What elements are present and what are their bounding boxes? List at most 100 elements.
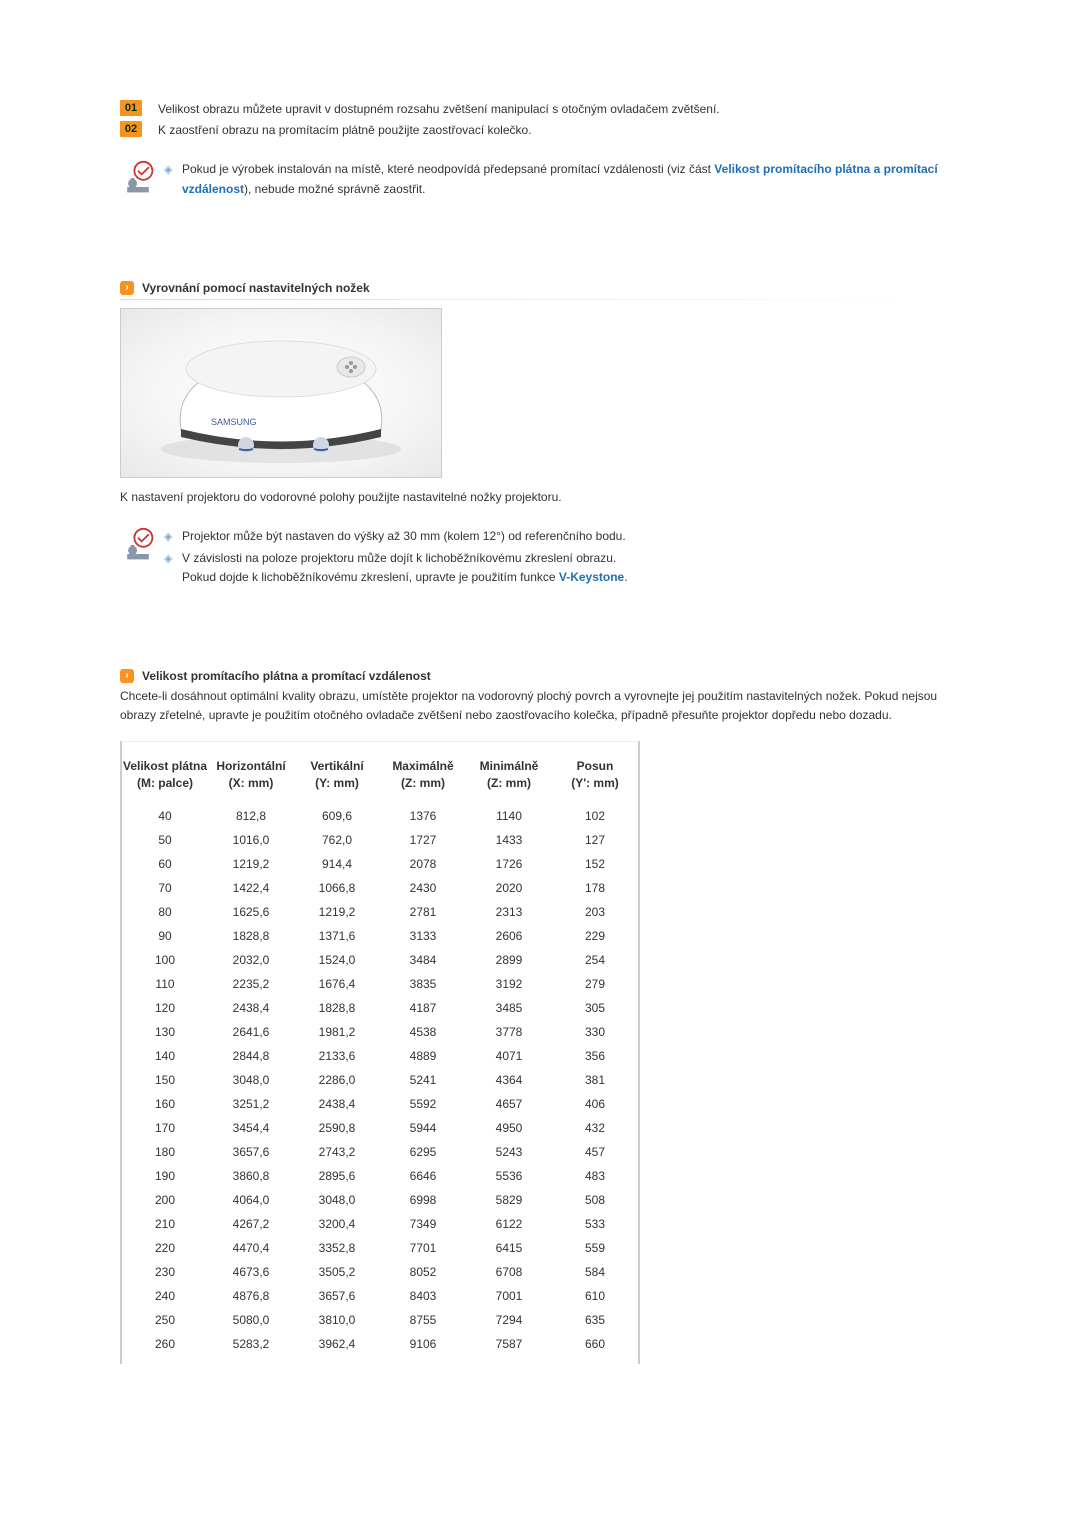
table-row: 2004064,03048,069985829508	[122, 1188, 638, 1212]
table-cell: 50	[122, 828, 208, 852]
table-cell: 2641,6	[208, 1020, 294, 1044]
note1-text: Pokud je výrobek instalován na místě, kt…	[182, 160, 960, 198]
table-cell: 4673,6	[208, 1260, 294, 1284]
table-row: 1302641,61981,245383778330	[122, 1020, 638, 1044]
table-cell: 2430	[380, 876, 466, 900]
table-cell: 260	[122, 1332, 208, 1356]
table-cell: 6646	[380, 1164, 466, 1188]
table-cell: 210	[122, 1212, 208, 1236]
table-cell: 1066,8	[294, 876, 380, 900]
note2-l2b-pre: Pokud dojde k lichoběžníkovému zkreslení…	[182, 570, 559, 584]
table-cell: 230	[122, 1260, 208, 1284]
table-cell: 2844,8	[208, 1044, 294, 1068]
diamond-bullet-icon: ◈	[164, 529, 174, 547]
table-cell: 2590,8	[294, 1116, 380, 1140]
num-badge-icon: 02	[120, 121, 142, 137]
table-cell: 3454,4	[208, 1116, 294, 1140]
table-cell: 4071	[466, 1044, 552, 1068]
table-cell: 609,6	[294, 804, 380, 828]
table-row: 40812,8609,613761140102	[122, 804, 638, 828]
table-cell: 381	[552, 1068, 638, 1092]
table-cell: 7587	[466, 1332, 552, 1356]
table-cell: 8755	[380, 1308, 466, 1332]
table-cell: 4876,8	[208, 1284, 294, 1308]
document-page: 01Velikost obrazu můžete upravit v dostu…	[0, 0, 1080, 1424]
table-body: 40812,8609,613761140102501016,0762,01727…	[122, 804, 638, 1356]
table-cell: 220	[122, 1236, 208, 1260]
diamond-bullet-icon: ◈	[164, 551, 174, 569]
table-cell: 660	[552, 1332, 638, 1356]
table-cell: 80	[122, 900, 208, 924]
table-cell: 812,8	[208, 804, 294, 828]
table-cell: 2743,2	[294, 1140, 380, 1164]
table-cell: 1828,8	[294, 996, 380, 1020]
table-cell: 1219,2	[208, 852, 294, 876]
table-cell: 406	[552, 1092, 638, 1116]
table-cell: 4889	[380, 1044, 466, 1068]
table-cell: 508	[552, 1188, 638, 1212]
table-row: 1002032,01524,034842899254	[122, 948, 638, 972]
table-cell: 2020	[466, 876, 552, 900]
note1-pre: Pokud je výrobek instalován na místě, kt…	[182, 162, 714, 176]
table-cell: 3810,0	[294, 1308, 380, 1332]
size-table-wrapper: Velikost plátna(M: palce)Horizontální(X:…	[120, 741, 640, 1364]
table-cell: 5592	[380, 1092, 466, 1116]
table-cell: 1676,4	[294, 972, 380, 996]
table-cell: 1726	[466, 852, 552, 876]
table-cell: 2438,4	[294, 1092, 380, 1116]
table-cell: 457	[552, 1140, 638, 1164]
table-cell: 483	[552, 1164, 638, 1188]
table-cell: 152	[552, 852, 638, 876]
table-cell: 1219,2	[294, 900, 380, 924]
adjust-caption: K nastavení projektoru do vodorovné polo…	[120, 488, 960, 507]
table-row: 1603251,22438,455924657406	[122, 1092, 638, 1116]
table-row: 2204470,43352,877016415559	[122, 1236, 638, 1260]
table-row: 501016,0762,017271433127	[122, 828, 638, 852]
table-cell: 762,0	[294, 828, 380, 852]
divider	[120, 299, 960, 300]
table-row: 1803657,62743,262955243457	[122, 1140, 638, 1164]
table-cell: 2133,6	[294, 1044, 380, 1068]
table-cell: 584	[552, 1260, 638, 1284]
table-row: 2505080,03810,087557294635	[122, 1308, 638, 1332]
table-cell: 170	[122, 1116, 208, 1140]
note2-line1: Projektor může být nastaven do výšky až …	[182, 527, 626, 546]
table-row: 1202438,41828,841873485305	[122, 996, 638, 1020]
table-cell: 914,4	[294, 852, 380, 876]
table-row: 1102235,21676,438353192279	[122, 972, 638, 996]
table-header: Maximálně(Z: mm)	[380, 754, 466, 804]
table-cell: 6708	[466, 1260, 552, 1284]
table-cell: 40	[122, 804, 208, 828]
table-cell: 2895,6	[294, 1164, 380, 1188]
section-title: Velikost promítacího plátna a promítací …	[142, 669, 431, 683]
table-cell: 240	[122, 1284, 208, 1308]
table-cell: 2235,2	[208, 972, 294, 996]
table-cell: 7001	[466, 1284, 552, 1308]
table-cell: 7294	[466, 1308, 552, 1332]
table-cell: 229	[552, 924, 638, 948]
num-text: Velikost obrazu můžete upravit v dostupn…	[158, 100, 960, 119]
table-cell: 150	[122, 1068, 208, 1092]
table-cell: 6415	[466, 1236, 552, 1260]
table-header: Posun(Y': mm)	[552, 754, 638, 804]
table-cell: 2286,0	[294, 1068, 380, 1092]
note1-post: ), nebude možné správně zaostřit.	[244, 182, 425, 196]
table-cell: 1371,6	[294, 924, 380, 948]
table-cell: 2606	[466, 924, 552, 948]
table-cell: 3835	[380, 972, 466, 996]
link-v-keystone[interactable]: V-Keystone	[559, 570, 624, 584]
table-cell: 1016,0	[208, 828, 294, 852]
table-cell: 8052	[380, 1260, 466, 1284]
table-cell: 5243	[466, 1140, 552, 1164]
table-cell: 3962,4	[294, 1332, 380, 1356]
table-cell: 305	[552, 996, 638, 1020]
note-block-1: ◈ Pokud je výrobek instalován na místě, …	[120, 160, 960, 200]
table-cell: 610	[552, 1284, 638, 1308]
table-cell: 160	[122, 1092, 208, 1116]
table-cell: 203	[552, 900, 638, 924]
table-row: 2304673,63505,280526708584	[122, 1260, 638, 1284]
table-cell: 3505,2	[294, 1260, 380, 1284]
table-header: Velikost plátna(M: palce)	[122, 754, 208, 804]
table-cell: 3860,8	[208, 1164, 294, 1188]
table-cell: 1433	[466, 828, 552, 852]
